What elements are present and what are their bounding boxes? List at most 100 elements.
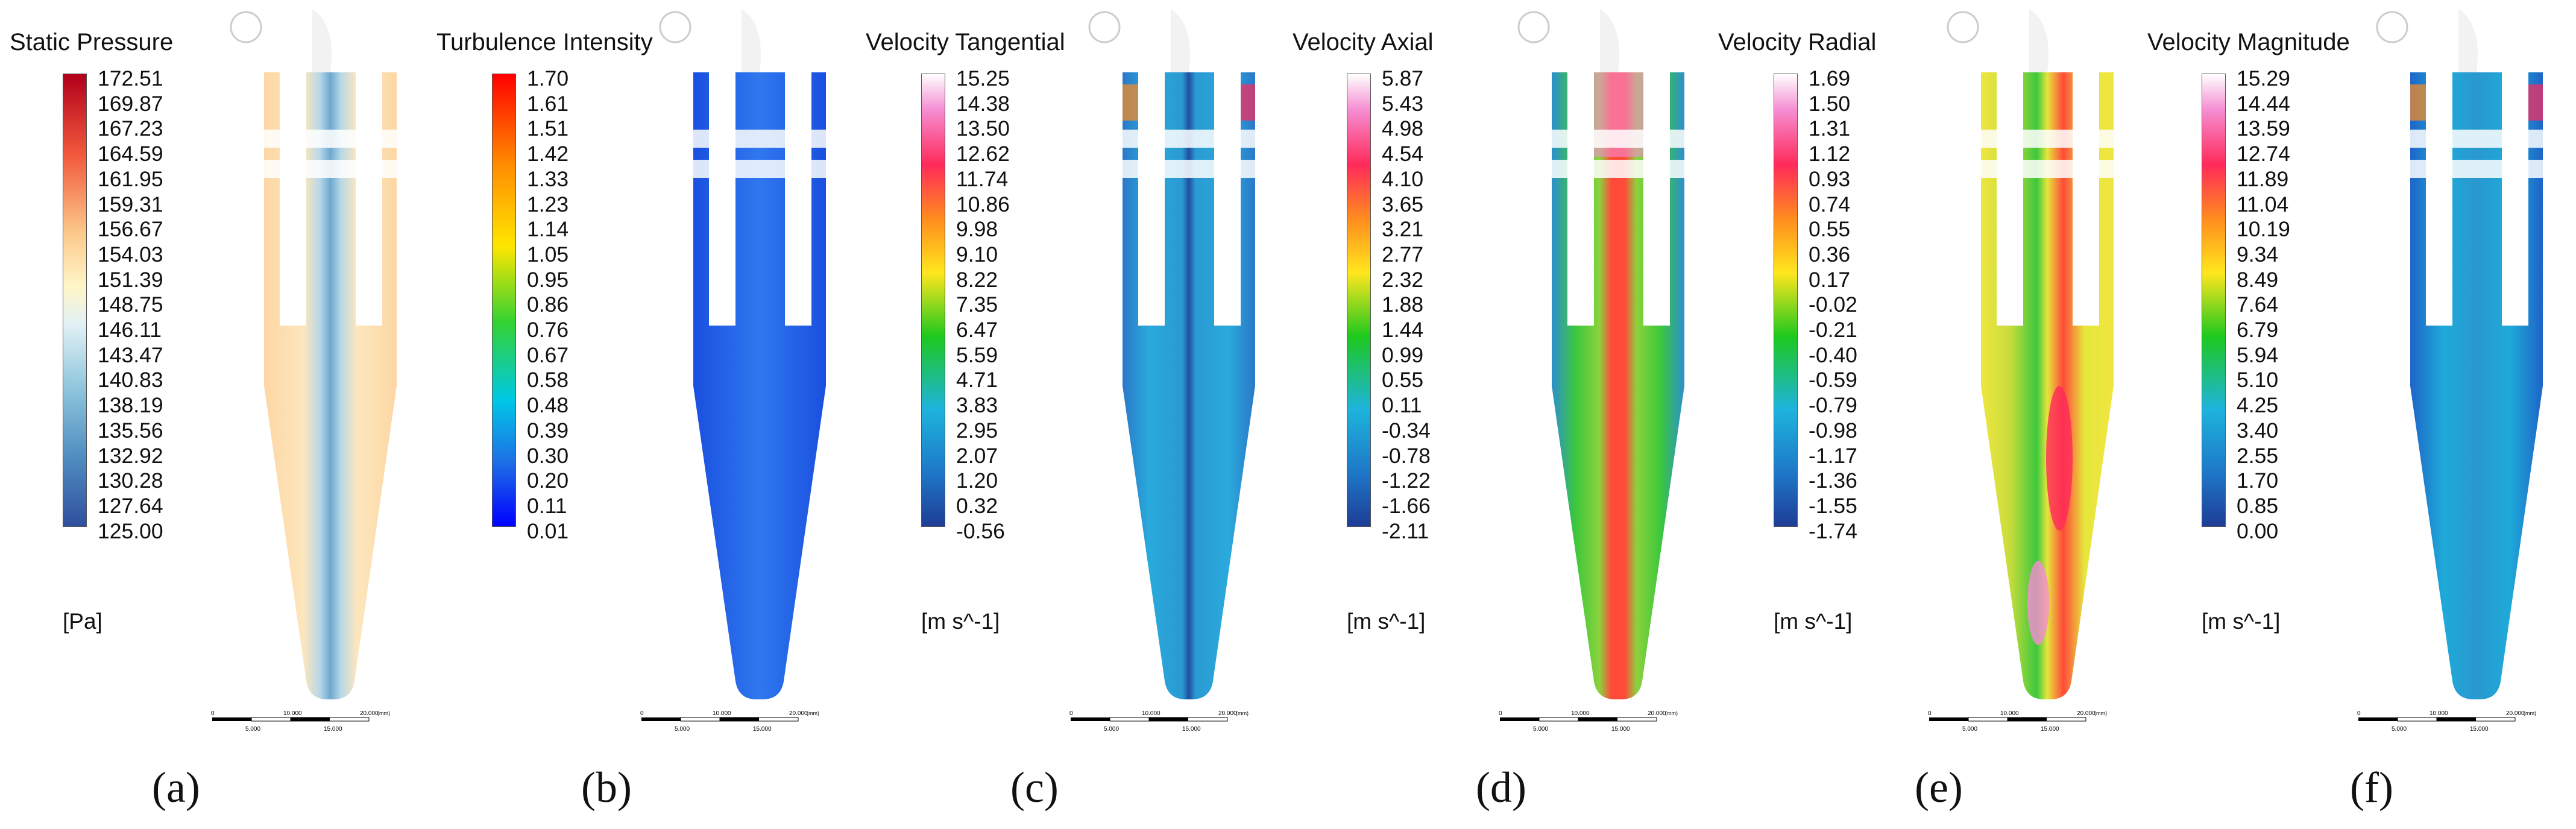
- outlet-pipe: [2458, 9, 2478, 72]
- tick-label: 2.07: [956, 443, 998, 468]
- vortex-finder: [785, 72, 811, 326]
- outlet-pipe: [2029, 9, 2049, 72]
- tick-label: 0.99: [1382, 342, 1424, 367]
- scale-label: 15.000: [1611, 726, 1630, 733]
- inlet-duct: [264, 160, 397, 178]
- tick-label: 0.58: [527, 368, 569, 392]
- tick-label: 1.14: [527, 217, 569, 242]
- tick-label: 1.44: [1382, 318, 1424, 342]
- colorbar-unit: [m s^-1]: [1774, 609, 1853, 634]
- tick-label: 9.98: [956, 217, 998, 242]
- vortex-finder: [2426, 72, 2452, 326]
- tick-label: 2.95: [956, 418, 998, 443]
- colorbar: [492, 74, 516, 527]
- inlet-duct: [693, 160, 826, 178]
- colorbar-ticks: 1.69 1.50 1.31 1.12 0.93 0.74 0.55 0.36 …: [1774, 66, 1899, 634]
- colorbar: [2202, 74, 2226, 527]
- tick-label: 172.51: [98, 66, 163, 90]
- scale-label: 10.000: [283, 710, 302, 717]
- tick-label: 154.03: [98, 242, 163, 266]
- scale-label: 0: [1069, 710, 1073, 717]
- scale-label: 20.000: [2077, 710, 2096, 717]
- tick-label: 1.70: [527, 66, 569, 90]
- tick-label: 11.74: [956, 166, 1009, 191]
- tick-label: 13.50: [956, 116, 1010, 141]
- tick-label: 14.38: [956, 91, 1010, 116]
- tick-label: 135.56: [98, 418, 163, 443]
- scale-label: 10.000: [2430, 710, 2448, 717]
- tick-label: 140.83: [98, 368, 163, 392]
- vortex-finder: [280, 72, 306, 326]
- tick-label: 1.88: [1382, 292, 1424, 317]
- panel-turbulence-intensity: Turbulence Intensity 1.70 1.61 1.51 1.42…: [429, 0, 858, 829]
- cyclone-contour: [1088, 9, 1255, 699]
- scale-bar: 0 10.000 20.000 5.000 15.000 (mm): [1069, 710, 1249, 733]
- panel-title: Turbulence Intensity: [436, 29, 653, 55]
- tick-label: 7.64: [2237, 292, 2279, 317]
- outlet-pipe-outline: [1517, 11, 1550, 43]
- tick-label: 5.59: [956, 342, 998, 367]
- cyclone-contour: [1947, 9, 2114, 699]
- panel-title: Velocity Axial: [1293, 29, 1434, 55]
- tick-label: 0.01: [527, 519, 569, 543]
- tick-label: 1.23: [527, 192, 569, 216]
- vortex-finder: [1997, 72, 2023, 326]
- tick-label: 156.67: [98, 217, 163, 242]
- scale-label: 10.000: [1571, 710, 1590, 717]
- tick-label: 159.31: [98, 192, 163, 216]
- tick-label: 1.20: [956, 468, 998, 493]
- tick-label: -1.55: [1809, 493, 1857, 518]
- tick-label: 0.17: [1809, 267, 1851, 292]
- scale-unit: (mm): [807, 710, 819, 716]
- tick-label: 1.42: [527, 142, 569, 166]
- outlet-pipe-outline: [659, 11, 691, 43]
- tick-label: 0.93: [1809, 166, 1851, 191]
- tick-label: 12.74: [2237, 142, 2290, 166]
- tick-label: -1.74: [1809, 519, 1857, 543]
- tick-label: 12.62: [956, 142, 1010, 166]
- outlet-pipe-outline: [2376, 11, 2408, 43]
- hotspot: [2027, 561, 2049, 645]
- outlet-pipe: [742, 9, 761, 72]
- tick-label: 0.32: [956, 493, 998, 518]
- tick-label: 0.76: [527, 318, 569, 342]
- tick-label: 9.34: [2237, 242, 2279, 266]
- tick-label: -0.56: [956, 519, 1005, 543]
- vortex-finder: [709, 72, 735, 326]
- scale-label: 10.000: [1142, 710, 1160, 717]
- scale-unit: (mm): [1665, 710, 1678, 716]
- scale-label: 20.000: [1648, 710, 1666, 717]
- tick-label: 4.54: [1382, 142, 1424, 166]
- tick-label: 2.55: [2237, 443, 2279, 468]
- inlet-duct: [1552, 160, 1684, 178]
- tick-label: -1.17: [1809, 443, 1857, 468]
- tick-label: 3.65: [1382, 192, 1424, 216]
- panel-label: (a): [152, 763, 200, 812]
- tick-label: 0.86: [527, 292, 569, 317]
- scale-bar: 0 10.000 20.000 5.000 15.000 (mm): [1928, 710, 2107, 733]
- scale-label: 5.000: [1533, 726, 1548, 733]
- inlet-duct: [1552, 130, 1684, 148]
- tick-label: -1.22: [1382, 468, 1431, 493]
- tick-label: -0.02: [1809, 292, 1857, 317]
- scale-label: 15.000: [2470, 726, 2489, 733]
- tick-label: 1.50: [1809, 91, 1851, 116]
- colorbar-ticks: 1.70 1.61 1.51 1.42 1.33 1.23 1.14 1.05 …: [527, 66, 617, 543]
- panel-velocity-magnitude: Velocity Magnitude 15.29 14.44 13.59 12.…: [2146, 0, 2575, 829]
- tick-label: 4.10: [1382, 166, 1424, 191]
- tick-label: 5.87: [1382, 66, 1424, 90]
- cyclone-contour: [1517, 9, 1684, 699]
- tick-label: 0.30: [527, 443, 569, 468]
- panel-static-pressure: Static Pressure 172.51 169.87 167.23 164…: [0, 0, 429, 829]
- tick-label: 2.32: [1382, 267, 1424, 292]
- tick-label: 0.11: [1382, 393, 1422, 418]
- vortex-finder: [2502, 72, 2528, 326]
- tick-label: 0.55: [1809, 217, 1851, 242]
- tick-label: -0.98: [1809, 418, 1857, 443]
- scale-bar: 0 10.000 20.000 5.000 15.000 (mm): [2357, 710, 2536, 733]
- colorbar-ticks: 15.29 14.44 13.59 12.74 11.89 11.04 10.1…: [2202, 66, 2327, 634]
- tick-label: -1.66: [1382, 493, 1431, 518]
- colorbar: [63, 74, 87, 527]
- scale-label: 5.000: [245, 726, 260, 733]
- tick-label: 161.95: [98, 166, 163, 191]
